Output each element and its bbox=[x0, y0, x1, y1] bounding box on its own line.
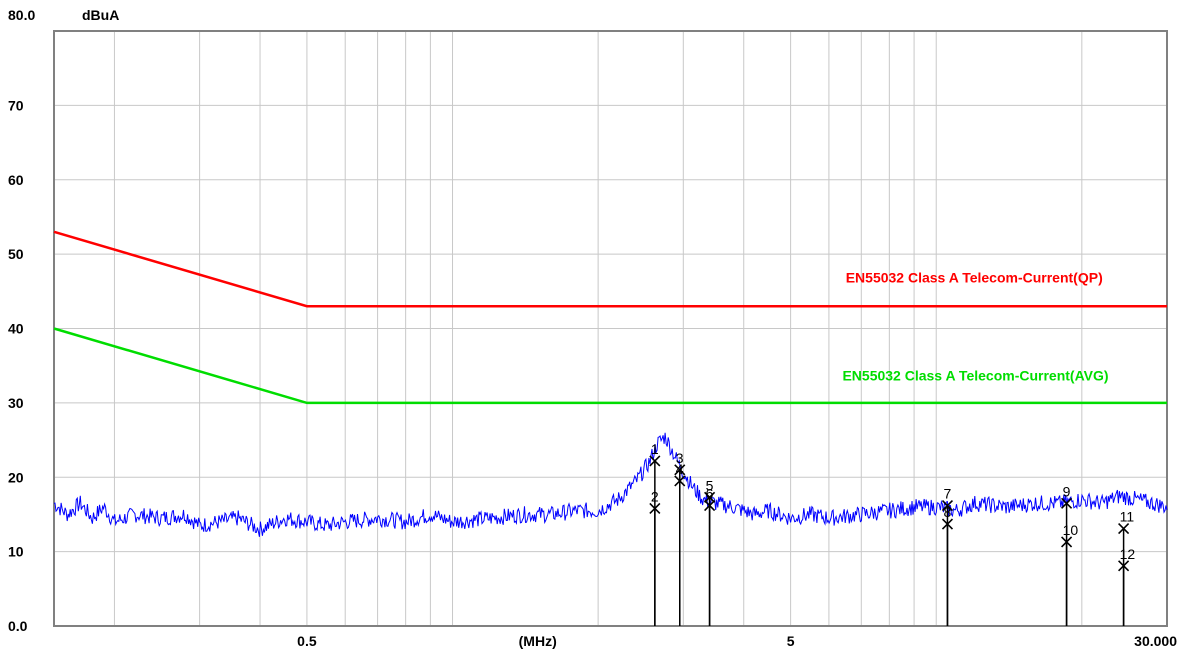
marker-x-icon bbox=[649, 455, 661, 467]
grid bbox=[54, 30, 1167, 627]
x-tick-label: (MHz) bbox=[519, 633, 557, 649]
y-tick-labels: 0.0 10 20 30 40 50 60 70 80.0 bbox=[8, 7, 35, 634]
marker-x-icon bbox=[941, 499, 954, 512]
marker-label: 3 bbox=[676, 450, 684, 466]
x-tick-label: 30.000 bbox=[1134, 633, 1177, 649]
marker-label: 10 bbox=[1063, 522, 1079, 538]
marker-label: 12 bbox=[1120, 546, 1136, 562]
y-tick-label: 30 bbox=[8, 395, 24, 411]
y-tick-label: 60 bbox=[8, 172, 24, 188]
marker-label: 2 bbox=[651, 488, 659, 504]
marker-x-icon bbox=[674, 475, 686, 487]
marker-x-icon bbox=[674, 464, 686, 476]
marker-x-icon bbox=[1118, 560, 1130, 572]
y-axis-unit-label: dBuA bbox=[82, 7, 119, 23]
marker-label: 1 bbox=[651, 441, 659, 457]
y-tick-label: 70 bbox=[8, 97, 24, 113]
marker-x-icon bbox=[1118, 523, 1130, 535]
marker-label: 7 bbox=[943, 486, 951, 502]
marker-x-icon bbox=[941, 518, 954, 530]
marker-label: 6 bbox=[706, 486, 714, 502]
y-tick-label: 80.0 bbox=[8, 7, 35, 23]
marker-x-icon bbox=[649, 502, 661, 515]
limit-line-label: EN55032 Class A Telecom-Current(AVG) bbox=[842, 368, 1108, 384]
x-tick-labels: 0.5 (MHz) 5 30.000 bbox=[297, 633, 1177, 649]
marker-label: 11 bbox=[1120, 509, 1135, 525]
measurement-trace bbox=[53, 432, 1168, 537]
marker-x-icon bbox=[704, 499, 716, 512]
y-tick-label: 50 bbox=[8, 246, 24, 262]
marker-x-icon bbox=[704, 491, 716, 503]
x-tick-label: 0.5 bbox=[297, 633, 317, 649]
marker-label: 9 bbox=[1063, 483, 1071, 499]
x-tick-label: 5 bbox=[787, 633, 795, 649]
marker-x-icon bbox=[1061, 497, 1073, 509]
limit-lines: EN55032 Class A Telecom-Current(QP) EN550… bbox=[53, 230, 1167, 405]
y-tick-label: 20 bbox=[8, 469, 24, 485]
marker-label: 4 bbox=[676, 461, 684, 477]
limit-line bbox=[53, 230, 1167, 308]
y-tick-label: 40 bbox=[8, 321, 24, 337]
marker-label: 5 bbox=[706, 477, 714, 493]
y-tick-label: 0.0 bbox=[8, 618, 28, 634]
marker-label: 8 bbox=[943, 504, 951, 520]
limit-line bbox=[53, 327, 1167, 405]
y-tick-label: 10 bbox=[8, 544, 24, 560]
limit-line-label: EN55032 Class A Telecom-Current(QP) bbox=[846, 269, 1103, 285]
marker-x-icon bbox=[1061, 536, 1073, 548]
trace-line bbox=[53, 432, 1168, 537]
